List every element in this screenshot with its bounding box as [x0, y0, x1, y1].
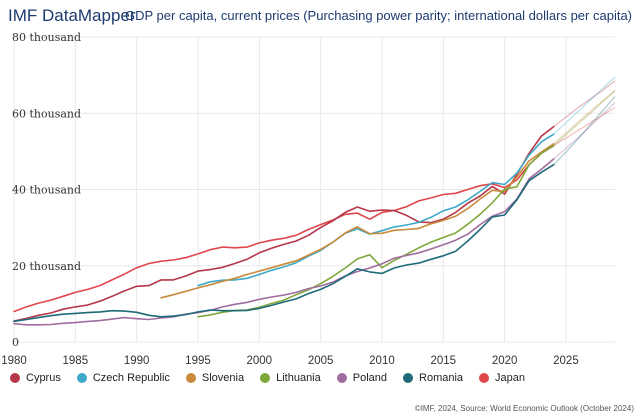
legend-item-lithuania[interactable]: Lithuania — [260, 372, 321, 384]
x-tick-label: 1980 — [1, 355, 27, 367]
legend-item-cyprus[interactable]: Cyprus — [10, 372, 61, 384]
series-lines — [13, 76, 616, 326]
series-projection-lithuania — [553, 90, 616, 147]
y-axis-ticks: 0 20 thousand 40 thousand 60 thousand 80 tho… — [12, 31, 81, 349]
legend: Cyprus Czech Republic Slovenia Lithuania… — [10, 372, 525, 384]
series-line-czech-republic[interactable] — [197, 133, 555, 287]
legend-label: Slovenia — [201, 372, 245, 384]
legend-dot-icon — [76, 373, 87, 383]
series-projection-romania — [553, 96, 616, 166]
series-projection-japan — [553, 106, 616, 147]
series-line-poland[interactable] — [13, 158, 555, 326]
series-line-romania[interactable] — [13, 163, 555, 323]
legend-label: Japan — [495, 372, 526, 384]
legend-label: Czech Republic — [92, 372, 170, 384]
legend-label: Lithuania — [276, 372, 321, 384]
legend-dot-icon — [185, 373, 196, 383]
x-tick-label: 2000 — [247, 355, 273, 367]
legend-label: Cyprus — [26, 372, 61, 384]
legend-dot-icon — [479, 373, 490, 383]
legend-item-czech-republic[interactable]: Czech Republic — [76, 372, 170, 384]
x-tick-label: 1990 — [124, 355, 150, 367]
y-tick-label: 80 thousand — [12, 31, 81, 44]
series-line-cyprus[interactable] — [13, 125, 555, 322]
series-projection-czech-republic — [553, 76, 616, 135]
brand-title: IMF DataMapper — [8, 6, 136, 25]
x-tick-label: 2005 — [308, 355, 334, 367]
x-axis-ticks: 1980 1985 1990 1995 2000 2005 2010 2015 2020 2025 — [1, 355, 579, 367]
series-line-japan[interactable] — [13, 144, 555, 313]
legend-dot-icon — [10, 373, 20, 383]
legend-item-romania[interactable]: Romania — [403, 372, 463, 384]
legend-item-slovenia[interactable]: Slovenia — [185, 372, 245, 384]
source-note: ©IMF, 2024, Source: World Economic Outlo… — [414, 404, 634, 413]
legend-dot-icon — [260, 373, 271, 383]
legend-label: Romania — [419, 372, 464, 384]
y-tick-label: 40 thousand — [12, 184, 81, 197]
y-tick-label: 60 thousand — [12, 107, 81, 120]
grid — [13, 36, 615, 343]
x-tick-label: 1995 — [185, 355, 211, 367]
series-projection-slovenia — [553, 89, 616, 145]
legend-item-poland[interactable]: Poland — [336, 372, 388, 384]
line-chart: 0 20 thousand 40 thousand 60 thousand 80 tho… — [1, 31, 616, 367]
chart-title: GDP per capita, current prices (Purchasi… — [125, 8, 632, 23]
legend-item-japan[interactable]: Japan — [479, 372, 525, 384]
x-tick-label: 2020 — [492, 355, 518, 367]
series-line-lithuania[interactable] — [197, 144, 555, 318]
y-tick-label: 20 thousand — [12, 260, 81, 273]
x-tick-label: 2015 — [430, 355, 456, 367]
y-tick-label: 0 — [12, 336, 19, 349]
legend-label: Poland — [352, 372, 388, 384]
legend-dot-icon — [403, 373, 414, 383]
x-tick-label: 2010 — [369, 355, 395, 367]
series-projection-cyprus — [553, 80, 616, 128]
series-projection-poland — [553, 102, 616, 160]
x-tick-label: 1985 — [63, 355, 89, 367]
x-tick-label: 2025 — [553, 355, 579, 367]
series-line-slovenia[interactable] — [160, 143, 555, 299]
legend-dot-icon — [336, 373, 347, 383]
